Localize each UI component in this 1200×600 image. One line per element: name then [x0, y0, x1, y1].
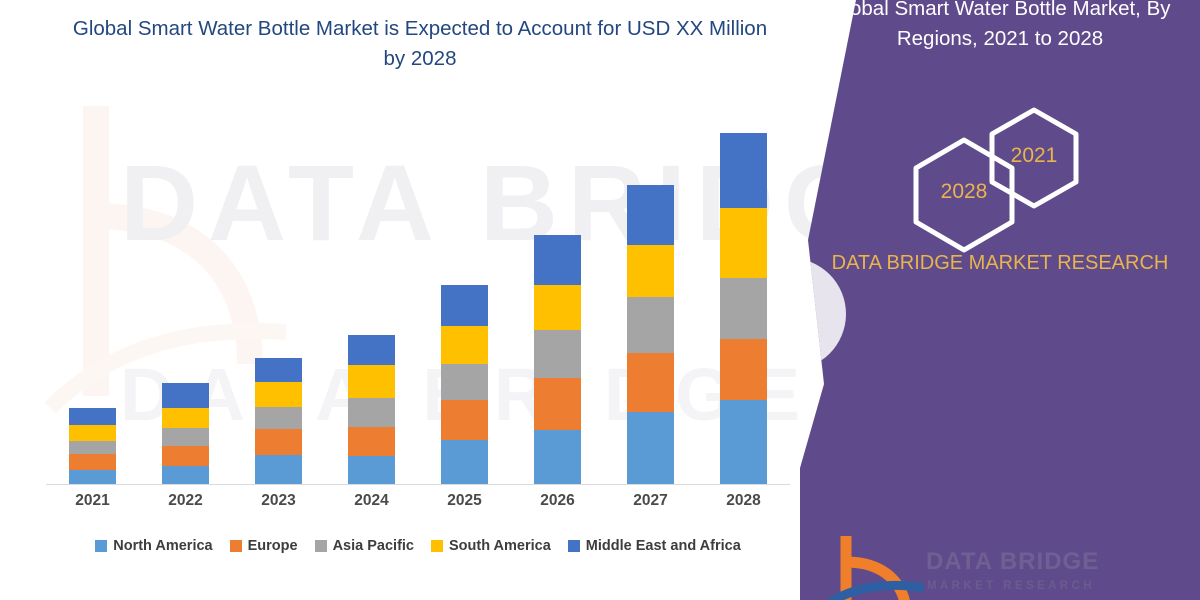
- bar-segment-south-america[interactable]: [255, 382, 302, 407]
- x-axis-label-2028: 2028: [726, 492, 761, 509]
- plot-area: [46, 100, 790, 484]
- bar-segment-middle-east-and-africa[interactable]: [534, 235, 581, 285]
- legend-item-south-america[interactable]: South America: [431, 538, 551, 554]
- x-axis-labels: 2021 2022 2023 2024 2025 2026 2027 2028: [46, 492, 790, 522]
- stacked-bar[interactable]: [441, 285, 488, 484]
- bar-segment-europe[interactable]: [534, 378, 581, 430]
- bar-segment-north-america[interactable]: [441, 440, 488, 484]
- bar-segment-north-america[interactable]: [534, 430, 581, 484]
- bar-group-2023[interactable]: [232, 100, 325, 484]
- bar-segment-south-america[interactable]: [69, 425, 116, 441]
- bar-group-2022[interactable]: [139, 100, 232, 484]
- hexagon-2021-label: 2021: [1010, 144, 1058, 167]
- legend-label: Asia Pacific: [332, 538, 414, 554]
- bar-segment-middle-east-and-africa[interactable]: [627, 185, 674, 245]
- bar-segment-south-america[interactable]: [720, 208, 767, 278]
- legend-swatch-icon: [567, 540, 580, 552]
- stacked-bar[interactable]: [348, 335, 395, 484]
- bar-segment-europe[interactable]: [162, 446, 209, 466]
- legend-swatch-icon: [229, 540, 242, 552]
- legend-swatch-icon: [314, 540, 327, 552]
- chart-panel: DATA BRIDGE DATA BRIDGE MARKET Global Sm…: [44, 17, 840, 554]
- bar-segment-south-america[interactable]: [441, 326, 488, 364]
- bar-group-2025[interactable]: [418, 100, 511, 484]
- legend-label: Middle East and Africa: [585, 538, 741, 554]
- hexagon-2021: 2021: [986, 106, 1082, 215]
- legend-swatch-icon: [431, 540, 443, 552]
- x-axis-label-2024: 2024: [354, 492, 389, 509]
- data-bridge-logo: DATA BRIDGE MARKET RESEARCH: [825, 530, 1158, 600]
- brand-panel-title: Global Smart Water Bottle Market, By Reg…: [829, 0, 1171, 50]
- stacked-bar[interactable]: [162, 383, 209, 484]
- logo-title: DATA BRIDGE: [926, 548, 1100, 575]
- brand-name: DATA BRIDGE MARKET RESEARCH: [831, 252, 1169, 274]
- bar-group-2026[interactable]: [511, 100, 604, 484]
- bar-segment-north-america[interactable]: [348, 456, 395, 484]
- stacked-bar[interactable]: [627, 185, 674, 484]
- bar-segment-europe[interactable]: [627, 353, 674, 412]
- bar-segment-middle-east-and-africa[interactable]: [348, 335, 395, 365]
- bar-segment-middle-east-and-africa[interactable]: [441, 285, 488, 326]
- bar-group-2024[interactable]: [325, 100, 418, 484]
- chart-title: Global Smart Water Bottle Market is Expe…: [72, 17, 768, 70]
- bar-segment-asia-pacific[interactable]: [255, 407, 302, 429]
- bar-segment-south-america[interactable]: [348, 365, 395, 398]
- legend-item-europe[interactable]: Europe: [229, 538, 298, 554]
- legend-label: Europe: [247, 538, 298, 554]
- x-axis-label-2025: 2025: [447, 492, 482, 509]
- bar-segment-europe[interactable]: [348, 427, 395, 456]
- x-axis-line: [46, 484, 790, 485]
- stacked-bar[interactable]: [534, 235, 581, 484]
- bar-group-2021[interactable]: [46, 100, 139, 484]
- logo-subtitle: MARKET RESEARCH: [927, 580, 1095, 592]
- legend-swatch-icon: [95, 540, 108, 552]
- bar-segment-asia-pacific[interactable]: [720, 278, 767, 339]
- chart-legend: North America Europe Asia Pacific South Ame…: [46, 538, 790, 554]
- bar-group-2027[interactable]: [604, 100, 697, 484]
- x-axis-label-2022: 2022: [168, 492, 203, 509]
- bar-segment-middle-east-and-africa[interactable]: [255, 358, 302, 382]
- bar-group-2028[interactable]: [697, 100, 790, 484]
- bar-segment-middle-east-and-africa[interactable]: [720, 133, 767, 208]
- legend-item-asia-pacific[interactable]: Asia Pacific: [314, 538, 414, 554]
- hexagon-2028: 2028: [910, 136, 1018, 259]
- hexagon-2028-label: 2028: [940, 180, 988, 203]
- stacked-bar[interactable]: [255, 358, 302, 484]
- brand-panel: Global Smart Water Bottle Market, By Reg…: [800, 0, 1200, 600]
- stacked-bar[interactable]: [720, 133, 767, 484]
- bar-segment-asia-pacific[interactable]: [348, 398, 395, 427]
- bar-segment-north-america[interactable]: [627, 412, 674, 484]
- bar-segment-asia-pacific[interactable]: [162, 428, 209, 446]
- legend-label: South America: [449, 538, 551, 554]
- x-axis-label-2023: 2023: [261, 492, 296, 509]
- bar-segment-europe[interactable]: [720, 339, 767, 400]
- bar-segment-middle-east-and-africa[interactable]: [162, 383, 209, 408]
- bar-segment-south-america[interactable]: [534, 285, 581, 330]
- bar-segment-north-america[interactable]: [69, 470, 116, 484]
- bar-segment-north-america[interactable]: [162, 466, 209, 484]
- legend-item-middle-east-and-africa[interactable]: Middle East and Africa: [567, 538, 741, 554]
- bar-segment-asia-pacific[interactable]: [627, 297, 674, 353]
- stacked-bar[interactable]: [69, 408, 116, 484]
- bar-segment-north-america[interactable]: [255, 455, 302, 484]
- legend-label: North America: [113, 538, 213, 554]
- bar-segment-asia-pacific[interactable]: [534, 330, 581, 378]
- bar-segment-europe[interactable]: [441, 400, 488, 440]
- bar-segment-south-america[interactable]: [627, 245, 674, 297]
- bar-segment-middle-east-and-africa[interactable]: [69, 408, 116, 425]
- bar-segment-south-america[interactable]: [162, 408, 209, 428]
- bar-segment-europe[interactable]: [255, 429, 302, 455]
- bar-segment-north-america[interactable]: [720, 400, 767, 484]
- bridge-logo-icon: [825, 536, 925, 600]
- legend-item-north-america[interactable]: North America: [95, 538, 213, 554]
- x-axis-label-2021: 2021: [75, 492, 110, 509]
- bar-segment-europe[interactable]: [69, 454, 116, 470]
- hexagon-outline-icon: [989, 107, 1079, 209]
- bar-segment-asia-pacific[interactable]: [69, 441, 116, 454]
- x-axis-label-2026: 2026: [540, 492, 575, 509]
- x-axis-label-2027: 2027: [633, 492, 668, 509]
- bar-segment-asia-pacific[interactable]: [441, 364, 488, 400]
- hexagon-outline-icon: [913, 137, 1015, 253]
